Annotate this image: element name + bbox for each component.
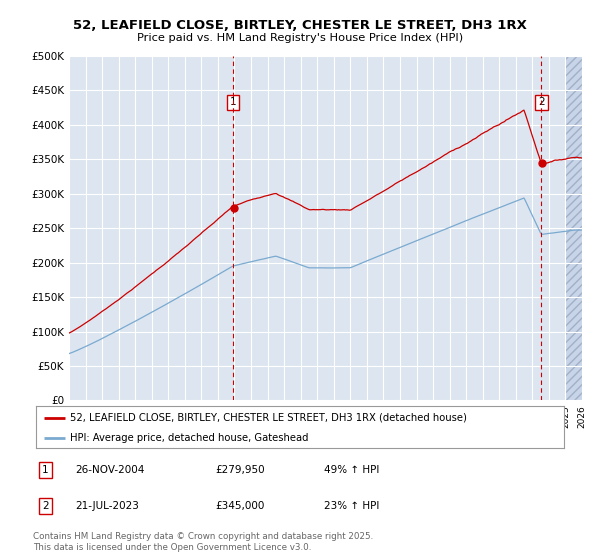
Text: HPI: Average price, detached house, Gateshead: HPI: Average price, detached house, Gate…: [70, 433, 309, 443]
Text: £279,950: £279,950: [215, 465, 265, 475]
Text: £345,000: £345,000: [215, 501, 265, 511]
Text: 2: 2: [538, 97, 545, 108]
Text: 1: 1: [42, 465, 49, 475]
Text: 2: 2: [42, 501, 49, 511]
Text: Price paid vs. HM Land Registry's House Price Index (HPI): Price paid vs. HM Land Registry's House …: [137, 33, 463, 43]
Text: 52, LEAFIELD CLOSE, BIRTLEY, CHESTER LE STREET, DH3 1RX: 52, LEAFIELD CLOSE, BIRTLEY, CHESTER LE …: [73, 18, 527, 32]
Text: 26-NOV-2004: 26-NOV-2004: [76, 465, 145, 475]
Text: 1: 1: [230, 97, 236, 108]
Text: 21-JUL-2023: 21-JUL-2023: [76, 501, 139, 511]
Text: 52, LEAFIELD CLOSE, BIRTLEY, CHESTER LE STREET, DH3 1RX (detached house): 52, LEAFIELD CLOSE, BIRTLEY, CHESTER LE …: [70, 413, 467, 423]
Text: Contains HM Land Registry data © Crown copyright and database right 2025.
This d: Contains HM Land Registry data © Crown c…: [33, 533, 373, 552]
FancyBboxPatch shape: [565, 56, 582, 400]
Text: 23% ↑ HPI: 23% ↑ HPI: [324, 501, 379, 511]
Text: 49% ↑ HPI: 49% ↑ HPI: [324, 465, 379, 475]
